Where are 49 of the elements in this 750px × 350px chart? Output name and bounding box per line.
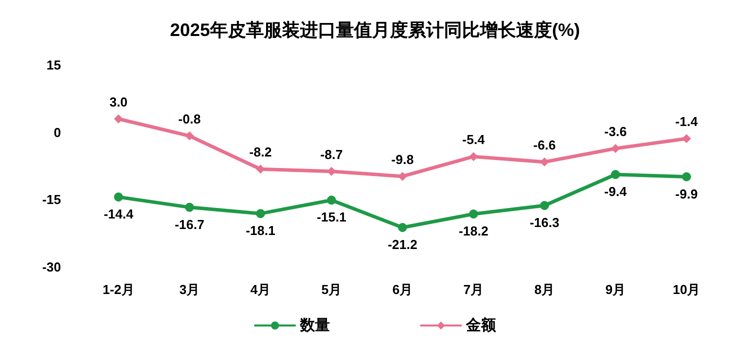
x-tick-label: 8月	[534, 282, 555, 297]
legend-label: 数量	[299, 317, 330, 334]
y-tick-label: -30	[42, 260, 61, 274]
data-label: -3.6	[604, 124, 627, 139]
point	[469, 152, 478, 162]
point	[327, 196, 336, 205]
data-label: -5.4	[462, 132, 486, 148]
data-label: -15.1	[316, 210, 346, 225]
x-tick-label: 7月	[463, 282, 484, 297]
data-label: -8.7	[320, 146, 343, 162]
point	[611, 170, 620, 180]
y-tick-label: 0	[54, 124, 61, 140]
chart-title: 2025年皮革服装进口量值月度累计同比增长速度(%)	[170, 20, 580, 40]
data-label: 3.0	[109, 94, 128, 110]
x-tick-label: 1-2月	[102, 282, 134, 297]
data-label: -6.6	[533, 137, 556, 152]
point	[682, 134, 691, 144]
x-tick-label: 10月	[672, 282, 700, 297]
y-tick-label: -15	[42, 192, 61, 208]
data-label: -9.8	[391, 152, 414, 167]
x-tick-label: 4月	[250, 282, 271, 297]
data-label: -16.7	[174, 216, 204, 232]
point	[540, 201, 549, 210]
point	[682, 172, 691, 182]
data-label: -18.2	[458, 224, 488, 239]
x-tick-label: 6月	[392, 282, 413, 297]
data-label: -18.1	[246, 223, 276, 238]
x-tick-label: 3月	[179, 282, 200, 297]
point	[398, 223, 407, 232]
legend-label: 金额	[465, 316, 497, 334]
x-tick-label: 9月	[605, 282, 626, 297]
data-label: -1.4	[675, 114, 698, 130]
point	[185, 202, 194, 212]
data-label: -21.2	[388, 237, 418, 252]
x-tick-label: 5月	[321, 282, 342, 297]
data-label: -14.4	[104, 206, 134, 222]
data-label: -0.8	[178, 111, 201, 126]
point	[185, 131, 194, 140]
point	[256, 209, 265, 218]
point	[611, 144, 620, 153]
data-label: -9.9	[675, 186, 698, 202]
data-label: -8.2	[249, 144, 272, 160]
point	[398, 172, 407, 181]
point	[469, 210, 478, 219]
point	[114, 192, 123, 202]
point	[114, 114, 123, 124]
data-label: -16.3	[530, 215, 560, 230]
y-tick-label: 15	[46, 58, 61, 72]
data-label: -9.4	[604, 184, 628, 200]
